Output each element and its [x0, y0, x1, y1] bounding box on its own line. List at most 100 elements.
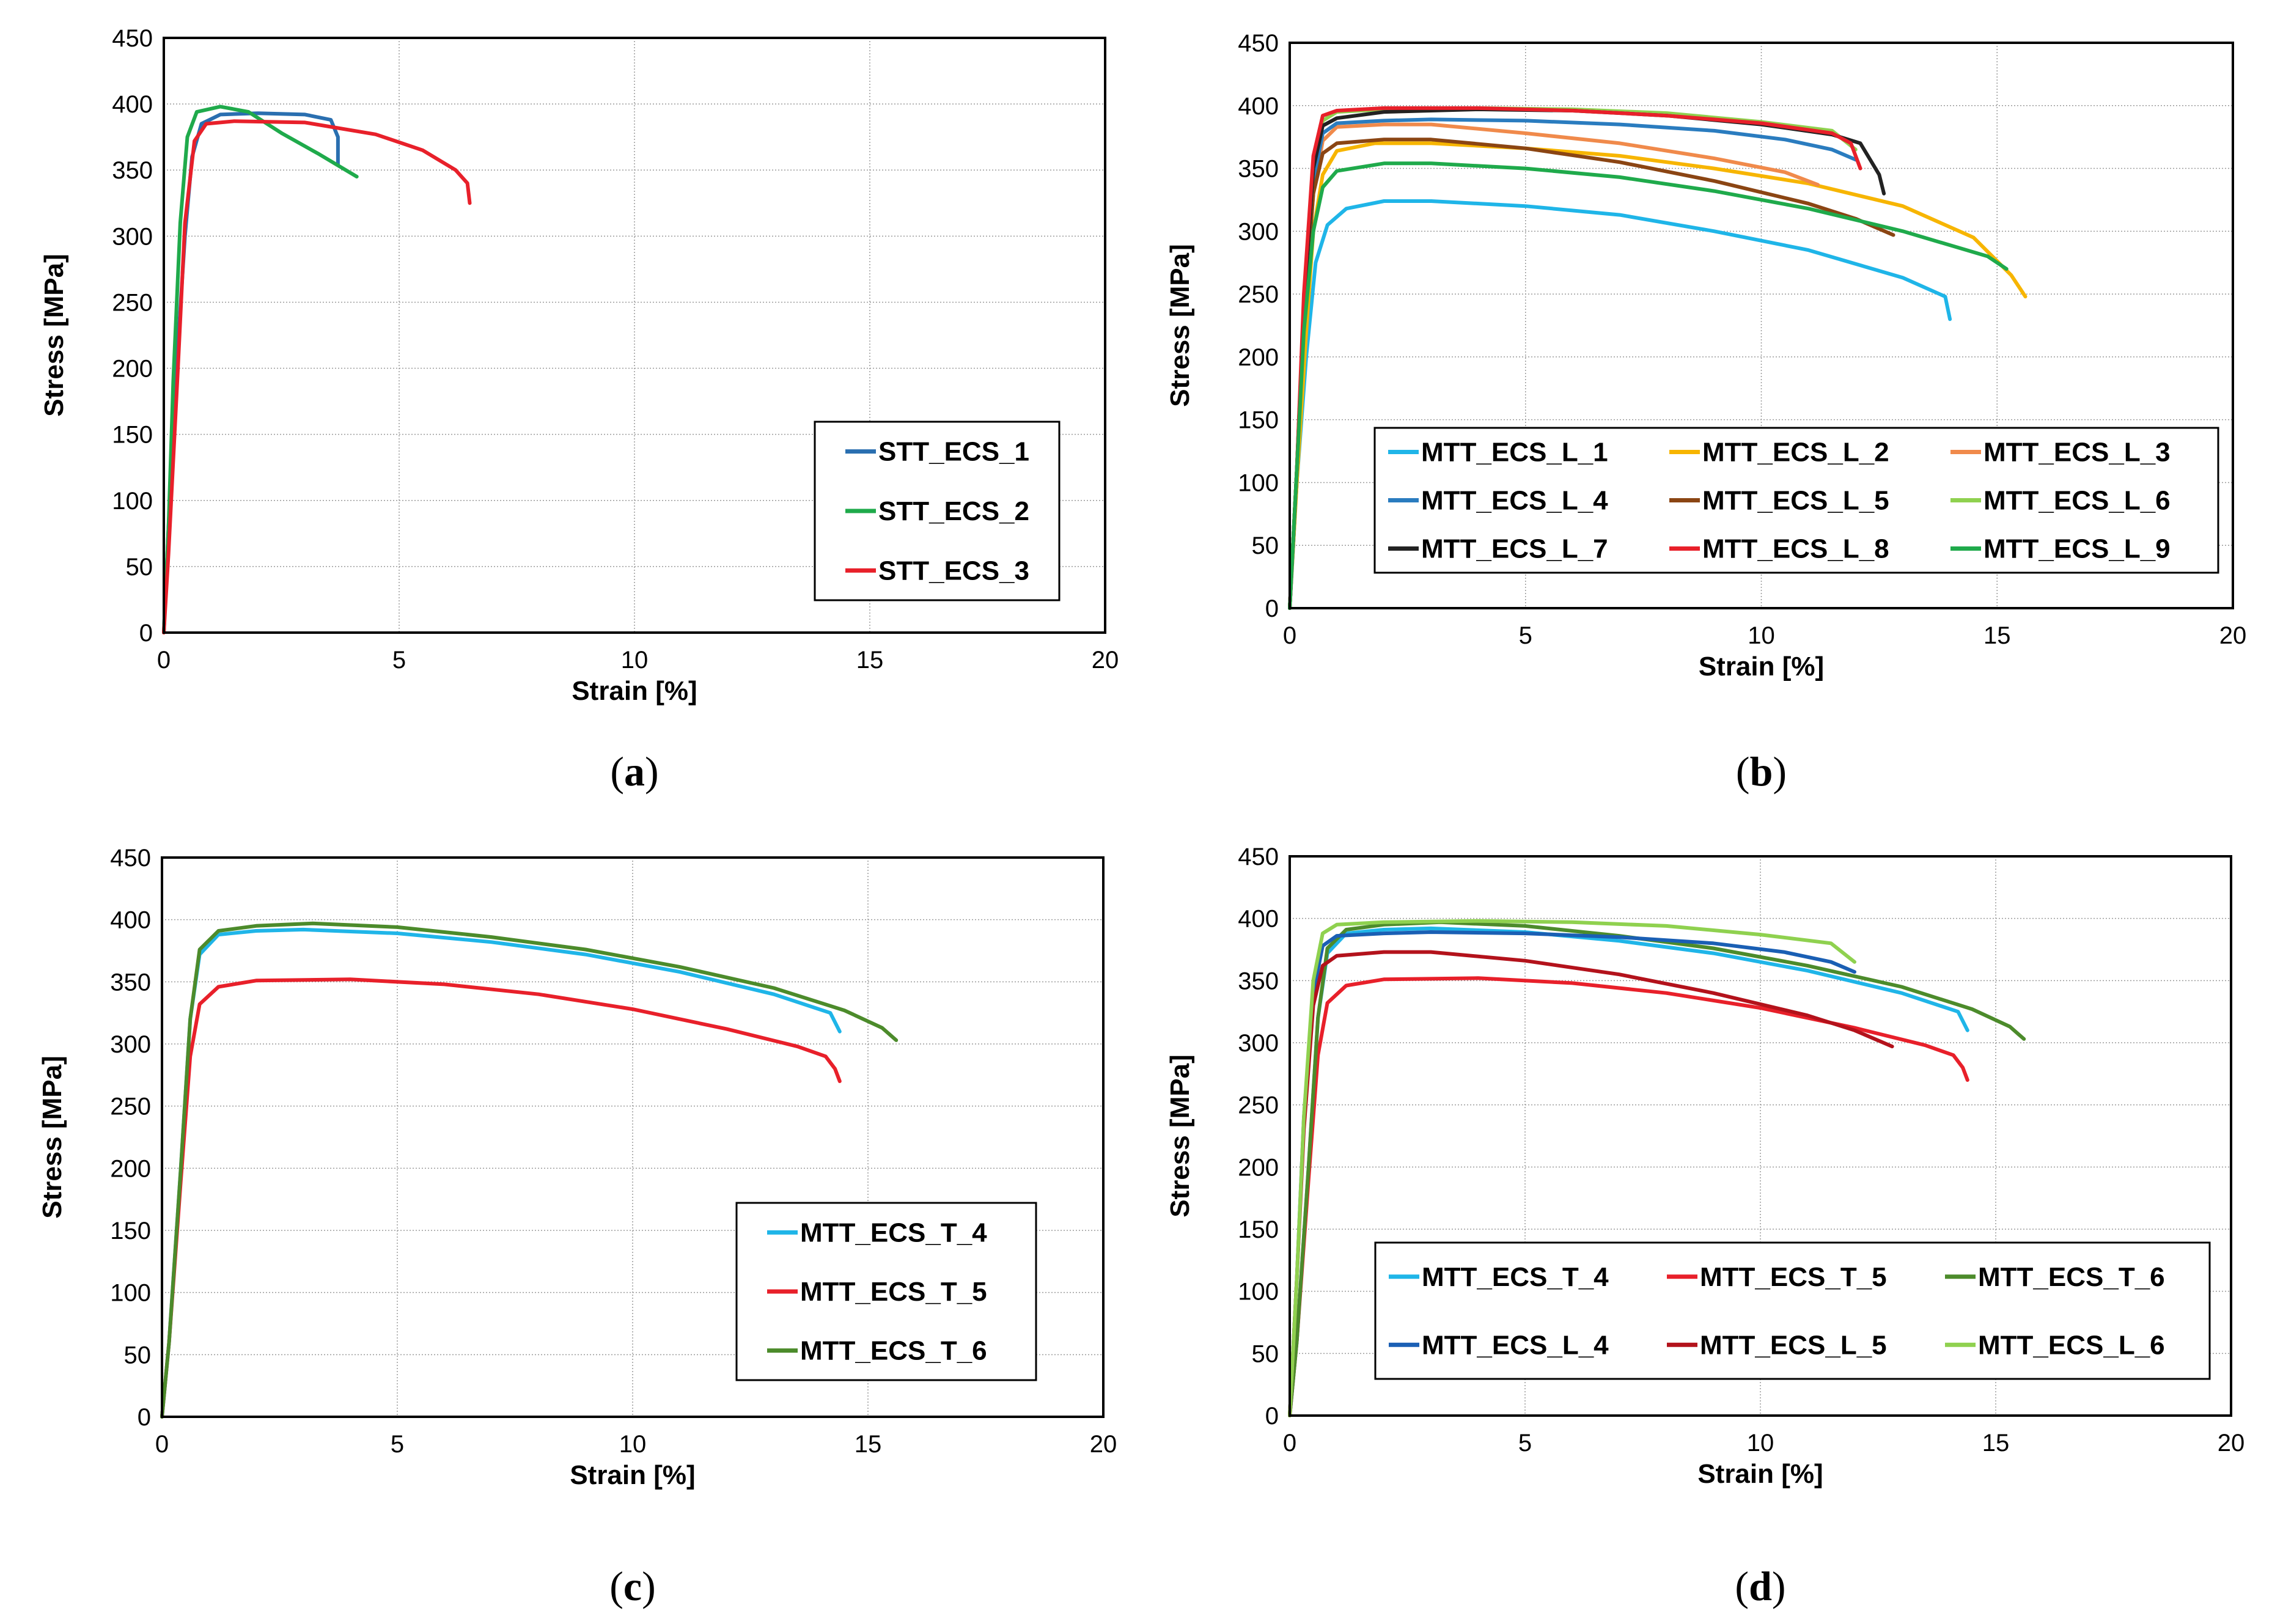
y-tick-label: 400 [1238, 906, 1279, 933]
series-lines [1288, 106, 2028, 610]
y-tick-label: 300 [112, 223, 153, 250]
x-tick-label: 10 [1748, 622, 1775, 649]
series-line-mtt-ecs-t-6 [160, 921, 899, 1419]
caption-close-paren: ) [642, 1563, 656, 1609]
y-tick-label: 50 [1252, 532, 1279, 559]
y-axis-label: Stress [MPa] [1165, 244, 1195, 407]
y-tick-label: 200 [110, 1155, 151, 1182]
y-tick-label: 350 [1238, 968, 1279, 994]
legend-entry-label: MTT_ECS_T_5 [800, 1277, 987, 1307]
series-line-mtt-ecs-t-6 [1288, 920, 2026, 1417]
y-tick-label: 100 [1238, 469, 1279, 496]
legend-entry-label: STT_ECS_3 [878, 556, 1029, 586]
x-tick-label: 0 [157, 647, 171, 674]
y-axis-label: Stress [MPa] [39, 254, 69, 417]
plot-frame [1289, 855, 2232, 1417]
y-tick-label: 300 [1238, 218, 1279, 245]
x-tick-label: 20 [2219, 622, 2247, 649]
y-axis-label: Stress [MPa] [37, 1056, 67, 1219]
series-line-mtt-ecs-l-9 [1288, 161, 2009, 610]
legend-entry-label: MTT_ECS_L_4 [1422, 1330, 1609, 1360]
y-tick-label: 250 [1238, 1092, 1279, 1119]
series-line-mtt-ecs-l-8 [1288, 106, 1862, 610]
legend: MTT_ECS_T_4 MTT_ECS_T_5 MTT_ECS_T_6 MTT_ECS… [1374, 1241, 2211, 1380]
x-tick-label: 10 [621, 647, 649, 674]
y-tick-label: 0 [1265, 595, 1279, 622]
x-tick-label: 15 [1983, 622, 2011, 649]
x-axis-label: Strain [%] [1697, 1459, 1823, 1489]
series-lines [162, 105, 472, 634]
legend-entry-label: MTT_ECS_T_6 [800, 1336, 987, 1366]
y-tick-label: 200 [1238, 344, 1279, 371]
legend: STT_ECS_1 STT_ECS_2 STT_ECS_3 [814, 421, 1061, 601]
legend-entry-label: MTT_ECS_L_5 [1702, 486, 1889, 516]
panel-caption: (b) [1736, 748, 1787, 795]
y-tick-label: 50 [126, 554, 153, 581]
x-tick-label: 20 [1090, 1431, 1117, 1458]
y-tick-label: 350 [1238, 156, 1279, 183]
gridlines [164, 38, 1105, 633]
plot-frame [163, 37, 1106, 634]
series-line-stt-ecs-2 [162, 105, 359, 634]
y-tick-label: 200 [1238, 1154, 1279, 1181]
y-tick-label: 450 [1238, 30, 1279, 57]
x-tick-label: 0 [155, 1431, 169, 1458]
caption-letter: a [624, 748, 645, 795]
y-tick-label: 250 [112, 289, 153, 316]
caption-letter: c [623, 1563, 642, 1609]
legend-entry-label: MTT_ECS_L_9 [1983, 534, 2171, 564]
x-axis-label: Strain [%] [570, 1460, 695, 1490]
caption-letter: b [1750, 748, 1773, 795]
series-lines [160, 921, 899, 1419]
x-tick-label: 15 [856, 647, 884, 674]
legend-entry-label: MTT_ECS_L_1 [1421, 438, 1608, 468]
chart-panel-c: 0 50 100 150 200 250 300 350 400 450 0 5 10 15 20 Strai… [37, 845, 1117, 1609]
y-tick-label: 0 [1265, 1403, 1279, 1430]
y-tick-label: 450 [110, 845, 151, 872]
x-tick-label: 5 [1519, 622, 1532, 649]
legend-entry-label: MTT_ECS_T_4 [1422, 1262, 1609, 1292]
legend-box [1373, 427, 2219, 574]
caption-close-paren: ) [1773, 748, 1787, 795]
series-line-mtt-ecs-l-6 [1288, 919, 1856, 1417]
y-axis-label: Stress [MPa] [1165, 1054, 1195, 1218]
legend-entry-label: MTT_ECS_T_5 [1700, 1262, 1887, 1292]
y-tick-label: 200 [112, 356, 153, 383]
legend-entry-label: MTT_ECS_T_6 [1978, 1262, 2165, 1292]
chart-panel-d: 0 50 100 150 200 250 300 350 400 450 0 5 10 15 20 Strai… [1165, 843, 2245, 1609]
x-tick-label: 15 [1982, 1430, 2010, 1457]
caption-open-paren: ( [1735, 1563, 1749, 1609]
plot-frame [161, 856, 1105, 1418]
legend-entry-label: MTT_ECS_L_6 [1978, 1330, 2165, 1360]
y-tick-label: 100 [1238, 1279, 1279, 1306]
legend-entry-label: MTT_ECS_T_4 [800, 1218, 987, 1247]
y-tick-label: 300 [110, 1031, 151, 1058]
x-tick-label: 15 [855, 1431, 882, 1458]
caption-open-paren: ( [609, 1563, 623, 1609]
x-tick-label: 0 [1283, 622, 1296, 649]
legend-entry-label: MTT_ECS_L_6 [1983, 486, 2171, 516]
y-tick-label: 50 [124, 1342, 152, 1369]
legend-entry-label: MTT_ECS_L_8 [1702, 534, 1889, 564]
chart-panel-a: 0 50 100 150 200 250 300 350 400 450 0 5 10 15 20 Strai… [39, 25, 1119, 795]
x-tick-label: 0 [1283, 1430, 1296, 1457]
y-tick-label: 150 [110, 1218, 151, 1244]
caption-close-paren: ) [1772, 1563, 1786, 1609]
legend: MTT_ECS_T_4 MTT_ECS_T_5 MTT_ECS_T_6 [735, 1202, 1037, 1381]
x-tick-label: 20 [2218, 1430, 2245, 1457]
y-tick-label: 150 [112, 422, 153, 449]
legend: MTT_ECS_L_1 MTT_ECS_L_2 MTT_ECS_L_3 MTT_ECS… [1373, 427, 2219, 574]
y-tick-label: 400 [110, 907, 151, 934]
y-tick-label: 100 [110, 1280, 151, 1307]
y-tick-label: 450 [112, 25, 153, 52]
x-tick-label: 5 [1518, 1430, 1532, 1457]
series-lines [1288, 919, 2026, 1417]
y-tick-label: 150 [1238, 407, 1279, 434]
x-tick-label: 20 [1092, 647, 1119, 674]
legend-entry-label: MTT_ECS_L_3 [1983, 438, 2171, 468]
legend-entry-label: MTT_ECS_L_4 [1421, 486, 1608, 516]
panel-caption: (d) [1735, 1563, 1785, 1609]
x-tick-label: 5 [392, 647, 406, 674]
y-tick-label: 400 [112, 91, 153, 118]
y-tick-label: 350 [110, 969, 151, 996]
